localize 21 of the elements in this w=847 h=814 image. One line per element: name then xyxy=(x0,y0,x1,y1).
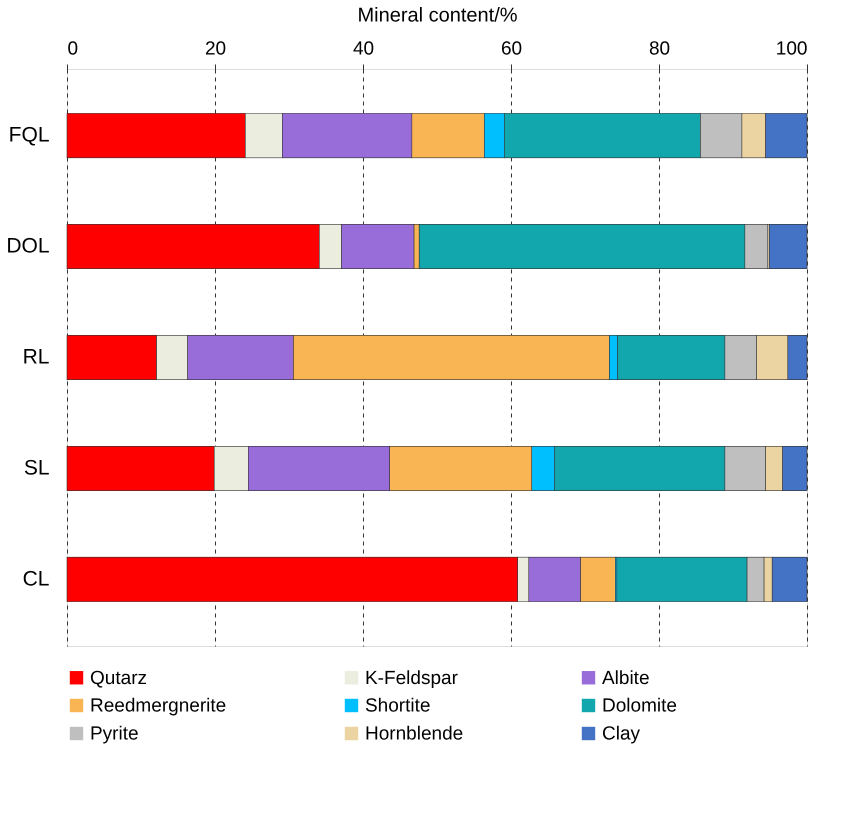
x-tick-label: 80 xyxy=(648,38,670,60)
legend-label: Pyrite xyxy=(90,724,139,744)
x-tick-label: 20 xyxy=(204,38,226,60)
legend-label: Shortite xyxy=(365,696,430,716)
y-tick-label: CL xyxy=(22,567,50,590)
legend-label: Hornblende xyxy=(365,724,464,744)
x-tick-label: 100 xyxy=(776,38,808,60)
y-tick-label: FQL xyxy=(8,124,50,147)
legend-label: Dolomite xyxy=(602,696,677,716)
y-tick-label: RL xyxy=(22,346,50,368)
x-tick-label: 40 xyxy=(352,38,374,60)
legend-label: Clay xyxy=(602,724,641,744)
legend-label: K-Feldspar xyxy=(365,668,459,689)
legend-label: Qutarz xyxy=(90,668,148,689)
x-tick-label: 60 xyxy=(500,38,522,60)
x-tick-label: 0 xyxy=(68,38,78,60)
legend-label: Albite xyxy=(602,668,650,689)
legend-label: Reedmergnerite xyxy=(90,696,226,716)
y-tick-label: DOL xyxy=(6,234,50,258)
y-tick-label: SL xyxy=(24,456,50,480)
x-axis-title: Mineral content/% xyxy=(357,4,518,26)
